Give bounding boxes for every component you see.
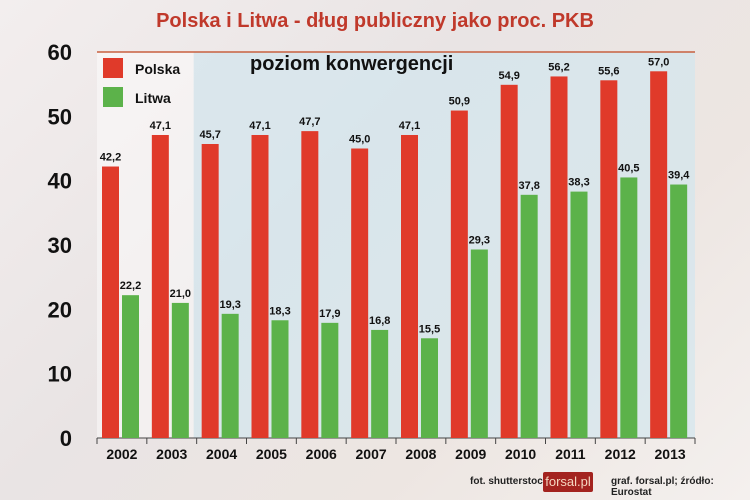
x-tick-label: 2004 xyxy=(206,446,237,462)
bar-polska xyxy=(500,84,518,438)
x-tick-label: 2008 xyxy=(405,446,436,462)
bar-litwa xyxy=(570,191,588,438)
bar-litwa xyxy=(421,338,438,438)
bar-litwa xyxy=(620,177,638,438)
bar-polska xyxy=(102,166,119,438)
forsal-logo: forsal.pl xyxy=(543,472,593,492)
data-label: 47,1 xyxy=(399,120,420,132)
data-label: 57,0 xyxy=(648,56,669,68)
photo-credit: fot. shutterstock xyxy=(470,476,549,487)
data-label: 29,3 xyxy=(469,235,490,247)
y-tick-label: 10 xyxy=(48,362,72,387)
data-label: 55,6 xyxy=(598,65,619,77)
y-tick-label: 50 xyxy=(48,104,72,129)
x-tick-label: 2006 xyxy=(306,446,337,462)
bar-litwa xyxy=(520,194,538,438)
bar-litwa xyxy=(321,322,339,438)
convergence-annotation: poziom konwergencji xyxy=(250,53,453,75)
y-tick-label: 60 xyxy=(48,40,72,65)
data-label: 16,8 xyxy=(369,315,390,327)
data-label: 21,0 xyxy=(170,288,191,300)
x-tick-label: 2009 xyxy=(455,446,486,462)
data-label: 15,5 xyxy=(419,323,440,335)
legend-label: Litwa xyxy=(135,90,171,106)
bar-polska xyxy=(251,134,269,439)
bar-litwa xyxy=(122,295,139,438)
y-tick-label: 30 xyxy=(48,233,72,258)
bar-litwa xyxy=(221,313,239,438)
bar-polska xyxy=(550,76,568,439)
x-tick-label: 2005 xyxy=(256,446,287,462)
data-label: 40,5 xyxy=(618,162,639,174)
x-tick-label: 2012 xyxy=(605,446,636,462)
x-tick-label: 2011 xyxy=(555,446,586,462)
data-label: 17,9 xyxy=(319,308,340,320)
data-label: 38,3 xyxy=(568,177,589,189)
bar-polska xyxy=(600,80,618,438)
bar-litwa xyxy=(470,249,488,438)
data-label: 42,2 xyxy=(100,152,121,164)
data-label: 54,9 xyxy=(498,70,519,82)
data-label: 45,7 xyxy=(199,129,220,141)
data-label: 47,1 xyxy=(150,120,171,132)
y-tick-label: 20 xyxy=(48,297,72,322)
bar-polska xyxy=(201,143,219,438)
bar-polska xyxy=(650,71,668,439)
x-tick-label: 2007 xyxy=(356,446,387,462)
plot-area xyxy=(97,52,695,438)
data-label: 39,4 xyxy=(668,170,690,182)
data-label: 37,8 xyxy=(518,180,539,192)
data-label: 18,3 xyxy=(269,305,290,317)
convergence-region xyxy=(193,52,695,438)
data-label: 56,2 xyxy=(548,61,569,73)
x-tick-label: 2013 xyxy=(655,446,686,462)
data-label: 47,7 xyxy=(299,116,320,128)
bar-litwa xyxy=(670,184,688,438)
y-tick-label: 0 xyxy=(60,426,72,451)
data-label: 45,0 xyxy=(349,134,370,146)
legend-swatch-litwa xyxy=(103,87,123,107)
x-tick-label: 2003 xyxy=(156,446,187,462)
x-tick-label: 2002 xyxy=(106,446,137,462)
data-label: 19,3 xyxy=(219,299,240,311)
bar-litwa xyxy=(371,329,389,438)
legend-label: Polska xyxy=(135,61,180,77)
data-label: 47,1 xyxy=(249,120,270,132)
source-credit: graf. forsal.pl; źródło: Eurostat xyxy=(611,476,714,498)
x-tick-label: 2010 xyxy=(505,446,536,462)
bar-polska xyxy=(351,148,369,438)
bar-polska xyxy=(301,131,319,438)
legend-swatch-polska xyxy=(103,58,123,78)
bar-litwa xyxy=(271,320,289,438)
bar-polska xyxy=(450,110,468,438)
bar-litwa xyxy=(171,302,189,438)
chart-title: Polska i Litwa - dług publiczny jako pro… xyxy=(156,10,594,32)
data-label: 22,2 xyxy=(120,280,141,292)
bar-polska xyxy=(401,134,418,439)
data-label: 50,9 xyxy=(449,96,470,108)
y-tick-label: 40 xyxy=(48,169,72,194)
bar-polska xyxy=(151,134,169,439)
